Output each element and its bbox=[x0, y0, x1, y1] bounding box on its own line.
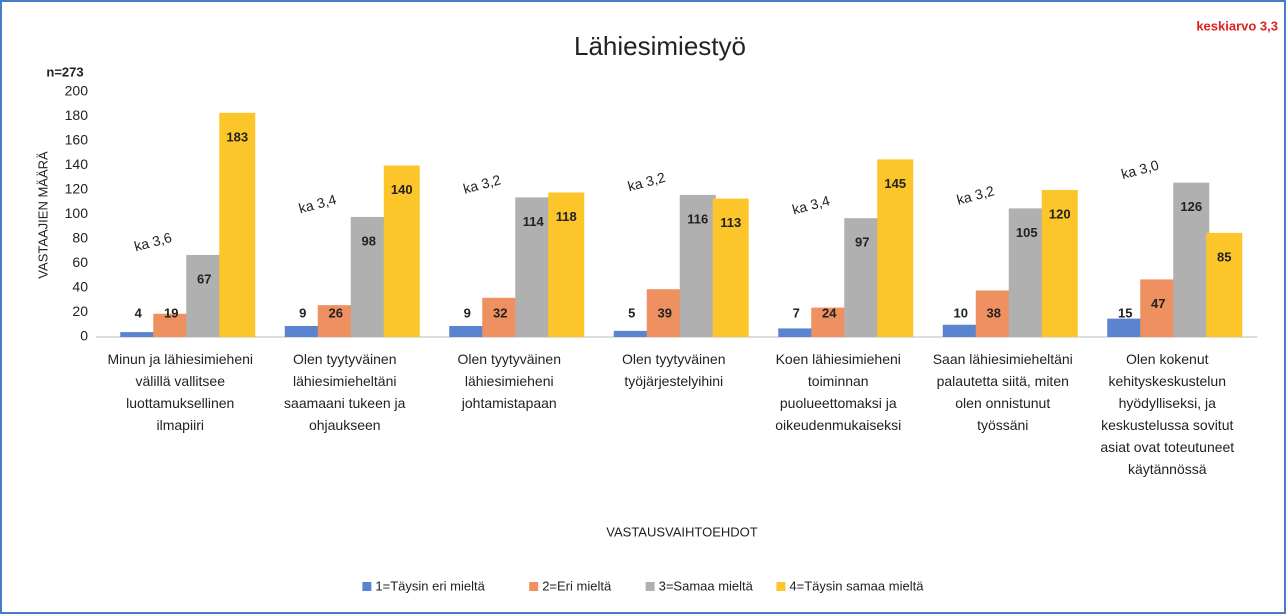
bar bbox=[942, 324, 979, 337]
bar bbox=[219, 112, 256, 337]
mean-note: keskiarvo 3,3 bbox=[1196, 18, 1278, 33]
y-tick-label: 160 bbox=[65, 132, 89, 148]
bar bbox=[877, 159, 914, 337]
y-tick-label: 120 bbox=[65, 181, 89, 197]
x-tick-label: Olen tyytyväinen työjärjestelyihini bbox=[622, 351, 726, 389]
bar bbox=[1041, 190, 1078, 337]
data-label: 26 bbox=[329, 305, 343, 320]
data-label: 140 bbox=[391, 182, 413, 197]
y-tick-label: 20 bbox=[72, 303, 88, 319]
bar bbox=[482, 297, 519, 337]
y-tick-label: 0 bbox=[80, 328, 88, 344]
legend-label: 4=Täysin samaa mieltä bbox=[789, 578, 924, 593]
bar bbox=[712, 198, 749, 337]
y-tick-label: 80 bbox=[72, 230, 88, 246]
bar bbox=[120, 332, 157, 337]
data-label: 4 bbox=[135, 305, 143, 320]
data-label: 15 bbox=[1118, 305, 1132, 320]
legend-swatch bbox=[776, 582, 786, 591]
data-label: 9 bbox=[299, 305, 306, 320]
data-label: 145 bbox=[884, 176, 906, 191]
data-label: 67 bbox=[197, 271, 211, 286]
data-label: 9 bbox=[464, 305, 471, 320]
bar bbox=[778, 328, 815, 337]
bar bbox=[1140, 279, 1177, 337]
x-tick-label: Koen lähiesimieheni toiminnan puolueetto… bbox=[775, 351, 902, 433]
x-axis-title: VASTAUSVAIHTOEHDOT bbox=[606, 524, 758, 539]
bar bbox=[317, 305, 354, 337]
bar bbox=[1173, 182, 1210, 337]
bar bbox=[646, 289, 683, 337]
y-tick-label: 180 bbox=[65, 107, 89, 123]
legend-label: 1=Täysin eri mieltä bbox=[375, 578, 485, 593]
bar bbox=[515, 197, 552, 337]
y-tick-label: 140 bbox=[65, 156, 89, 172]
legend-label: 3=Samaa mieltä bbox=[659, 578, 754, 593]
data-label: 126 bbox=[1180, 199, 1202, 214]
data-label: 113 bbox=[720, 215, 741, 230]
y-tick-label: 40 bbox=[72, 279, 88, 295]
x-tick-label: Olen kokenut kehityskeskustelun hyödylli… bbox=[1100, 351, 1235, 477]
data-label: 114 bbox=[523, 214, 545, 229]
sample-size: n=273 bbox=[46, 64, 83, 79]
bar bbox=[1008, 208, 1045, 337]
legend-label: 2=Eri mieltä bbox=[542, 578, 612, 593]
bar bbox=[811, 307, 848, 337]
bar bbox=[350, 216, 387, 337]
x-tick-label: Minun ja lähiesimieheni välillä vallitse… bbox=[107, 351, 254, 433]
data-label: 120 bbox=[1049, 206, 1071, 221]
bar bbox=[679, 194, 716, 337]
x-tick-label: Olen tyytyväinen lähiesimieheni johtamis… bbox=[457, 351, 562, 411]
x-tick-label: Saan lähiesimieheltäni palautetta siitä,… bbox=[932, 351, 1073, 433]
y-tick-label: 100 bbox=[65, 205, 89, 221]
y-tick-label: 60 bbox=[72, 254, 88, 270]
data-label: 98 bbox=[362, 233, 376, 248]
data-label: 38 bbox=[987, 305, 1001, 320]
data-label: 116 bbox=[687, 211, 708, 226]
legend-swatch bbox=[362, 582, 372, 591]
data-label: 39 bbox=[658, 305, 672, 320]
data-label: 7 bbox=[793, 305, 800, 320]
data-label: 32 bbox=[493, 305, 507, 320]
bar bbox=[284, 325, 321, 337]
bar bbox=[449, 325, 486, 337]
data-label: 19 bbox=[164, 305, 178, 320]
bar bbox=[548, 192, 585, 337]
data-label: 183 bbox=[226, 129, 248, 144]
data-label: 97 bbox=[855, 235, 869, 250]
data-label: 5 bbox=[628, 305, 635, 320]
legend-swatch bbox=[645, 582, 655, 591]
bar bbox=[153, 313, 190, 337]
data-label: 47 bbox=[1151, 296, 1165, 311]
bar bbox=[1107, 318, 1144, 337]
data-label: 85 bbox=[1217, 249, 1231, 264]
x-tick-label: Olen tyytyväinen lähiesimieheltäni saama… bbox=[284, 351, 406, 433]
data-label: 24 bbox=[822, 305, 837, 320]
bar bbox=[975, 290, 1012, 337]
bar bbox=[383, 165, 420, 337]
data-label: 105 bbox=[1016, 225, 1038, 240]
data-label: 118 bbox=[556, 209, 577, 224]
bar bbox=[613, 330, 650, 337]
bar bbox=[844, 218, 881, 337]
y-tick-label: 200 bbox=[65, 83, 89, 99]
y-axis-title: VASTAAJIEN MÄÄRÄ bbox=[35, 151, 50, 279]
data-label: 10 bbox=[954, 305, 968, 320]
bar bbox=[186, 254, 223, 337]
chart-title: Lähiesimiestyö bbox=[574, 31, 746, 61]
bar bbox=[1206, 232, 1243, 337]
legend-swatch bbox=[529, 582, 539, 591]
